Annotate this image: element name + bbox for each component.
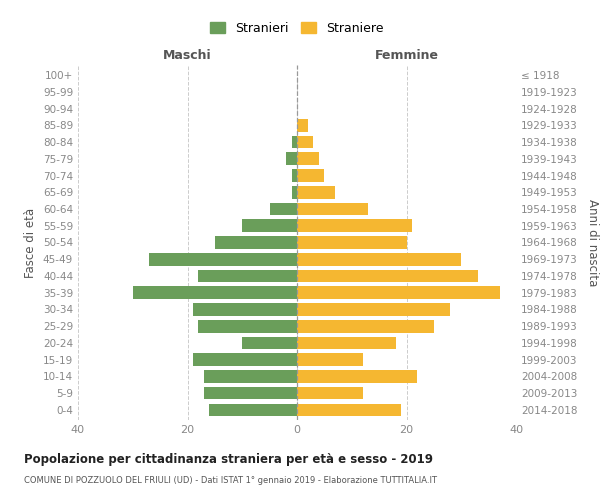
Bar bbox=[215, 236, 297, 249]
Bar bbox=[297, 336, 395, 349]
Bar bbox=[199, 270, 297, 282]
Bar bbox=[204, 387, 297, 400]
Bar bbox=[297, 186, 335, 198]
Bar bbox=[297, 320, 434, 332]
Bar bbox=[292, 136, 297, 148]
Bar bbox=[297, 236, 407, 249]
Bar bbox=[242, 220, 297, 232]
Bar bbox=[297, 404, 401, 416]
Bar bbox=[292, 169, 297, 182]
Text: Popolazione per cittadinanza straniera per età e sesso - 2019: Popolazione per cittadinanza straniera p… bbox=[24, 452, 433, 466]
Bar bbox=[199, 320, 297, 332]
Bar bbox=[193, 303, 297, 316]
Bar bbox=[149, 253, 297, 266]
Legend: Stranieri, Straniere: Stranieri, Straniere bbox=[206, 18, 388, 38]
Bar bbox=[242, 336, 297, 349]
Bar bbox=[297, 220, 412, 232]
Bar bbox=[297, 354, 362, 366]
Bar bbox=[297, 303, 450, 316]
Bar bbox=[297, 286, 500, 299]
Bar bbox=[269, 202, 297, 215]
Bar bbox=[297, 119, 308, 132]
Bar bbox=[297, 152, 319, 165]
Y-axis label: Anni di nascita: Anni di nascita bbox=[586, 199, 599, 286]
Bar bbox=[297, 169, 325, 182]
Bar bbox=[209, 404, 297, 416]
Bar bbox=[297, 136, 313, 148]
Bar bbox=[297, 202, 368, 215]
Bar bbox=[286, 152, 297, 165]
Text: Maschi: Maschi bbox=[163, 48, 212, 62]
Text: COMUNE DI POZZUOLO DEL FRIULI (UD) - Dati ISTAT 1° gennaio 2019 - Elaborazione T: COMUNE DI POZZUOLO DEL FRIULI (UD) - Dat… bbox=[24, 476, 437, 485]
Text: Femmine: Femmine bbox=[374, 48, 439, 62]
Bar bbox=[133, 286, 297, 299]
Bar bbox=[292, 186, 297, 198]
Y-axis label: Fasce di età: Fasce di età bbox=[25, 208, 37, 278]
Bar bbox=[297, 270, 478, 282]
Bar bbox=[193, 354, 297, 366]
Bar bbox=[297, 253, 461, 266]
Bar bbox=[297, 370, 418, 382]
Bar bbox=[297, 387, 362, 400]
Bar bbox=[204, 370, 297, 382]
